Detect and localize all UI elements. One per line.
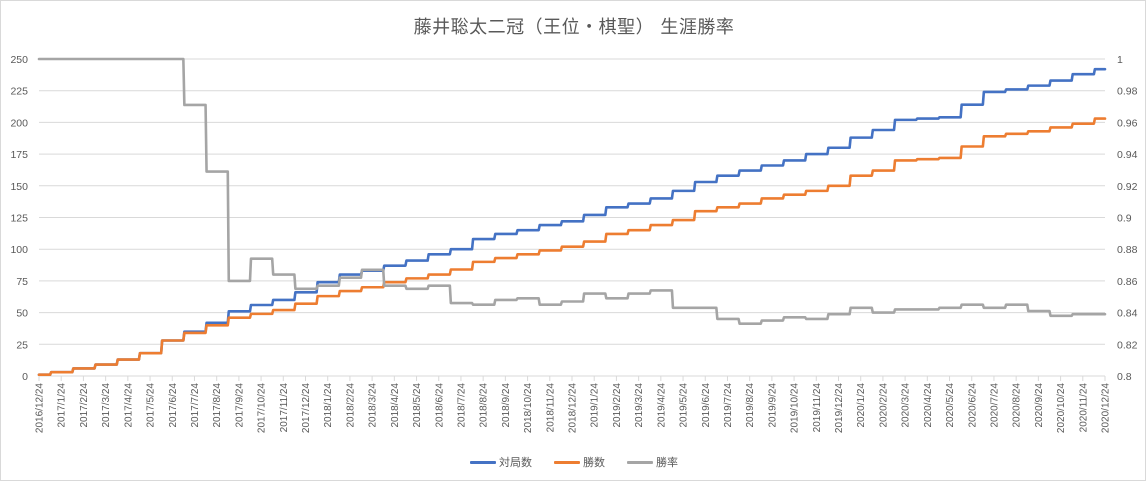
legend-swatch-games [470,460,496,464]
x-tick-label: 2019/7/24 [723,383,734,428]
left-tick-label: 175 [10,149,28,161]
right-tick-label: 0.98 [1117,86,1138,98]
left-tick-label: 200 [10,117,28,129]
x-tick-label: 2018/5/24 [412,383,423,428]
x-tick-label: 2020/3/24 [901,383,912,428]
x-tick-label: 2018/4/24 [390,383,401,428]
right-tick-label: 0.9 [1117,213,1132,225]
left-tick-label: 25 [16,339,28,351]
legend-swatch-win-rate [627,460,653,464]
legend-item-wins[interactable]: 勝数 [554,454,605,470]
x-tick-label: 2017/8/24 [212,383,223,428]
x-tick-label: 2018/11/24 [545,383,556,433]
right-axis-ticks: 0.8 0.82 0.84 0.86 0.88 0.9 0.92 0.94 0.96 0.98 1 [1117,54,1138,383]
legend: 対局数 勝数 勝率 [1,454,1146,470]
right-tick-label: 0.88 [1117,244,1138,256]
x-tick-label: 2017/2/24 [79,383,90,428]
x-tick-label: 2020/8/24 [1012,383,1023,428]
legend-item-games[interactable]: 対局数 [470,454,532,470]
x-tick-label: 2019/8/24 [745,383,756,428]
right-tick-label: 0.96 [1117,117,1138,129]
x-tick-label: 2020/2/24 [878,383,889,428]
x-tick-label: 2019/4/24 [656,383,667,428]
left-tick-label: 75 [16,276,28,288]
legend-label: 対局数 [499,456,532,469]
x-tick-label: 2020/6/24 [967,383,978,428]
right-tick-label: 0.84 [1117,308,1138,320]
x-tick-label: 2019/9/24 [767,383,778,428]
left-tick-label: 250 [10,54,28,66]
legend-label: 勝数 [583,456,605,469]
x-tick-label: 2020/5/24 [945,383,956,428]
x-tick-label: 2017/7/24 [190,383,201,428]
x-tick-label: 2018/2/24 [345,383,356,428]
x-tick-label: 2020/4/24 [923,383,934,428]
x-tick-label: 2020/1/24 [856,383,867,428]
chart-title: 藤井聡太二冠（王位・棋聖） 生涯勝率 [413,17,735,38]
x-tick-label: 2017/5/24 [146,383,157,428]
x-tick-label: 2017/1/24 [57,383,68,428]
x-tick-label: 2019/10/24 [790,383,801,433]
legend-label: 勝率 [656,456,678,469]
x-tick-label: 2017/12/24 [301,383,312,433]
x-tick-label: 2019/12/24 [834,383,845,433]
left-tick-label: 50 [16,308,28,320]
right-tick-label: 0.94 [1117,149,1138,161]
right-tick-label: 1 [1117,54,1123,66]
x-tick-label: 2019/3/24 [634,383,645,428]
x-tick-label: 2019/6/24 [701,383,712,428]
x-tick-label: 2018/3/24 [368,383,379,428]
x-tick-label: 2020/9/24 [1034,383,1045,428]
series-lines [37,57,1107,377]
x-tick-label: 2018/6/24 [434,383,445,428]
legend-item-win-rate[interactable]: 勝率 [627,454,678,470]
right-tick-label: 0.86 [1117,276,1138,288]
x-tick-label: 2018/10/24 [523,383,534,433]
x-tick-label: 2018/8/24 [479,383,490,428]
x-tick-label: 2020/7/24 [989,383,1000,428]
x-tick-label: 2018/9/24 [501,383,512,428]
x-tick-label: 2017/4/24 [123,383,134,428]
x-tick-label: 2020/10/24 [1056,383,1067,433]
right-tick-label: 0.82 [1117,339,1138,351]
series-line-対局数 [37,67,1107,377]
left-tick-label: 100 [10,244,28,256]
left-tick-label: 150 [10,181,28,193]
x-tick-label: 2018/7/24 [456,383,467,428]
x-tick-label: 2018/1/24 [323,383,334,428]
x-tick-label: 2017/3/24 [101,383,112,428]
x-tick-label: 2017/11/24 [279,383,290,433]
x-tick-label: 2017/6/24 [168,383,179,428]
right-tick-label: 0.8 [1117,371,1132,383]
x-tick-label: 2019/2/24 [612,383,623,428]
x-tick-label: 2018/12/24 [568,383,579,433]
left-tick-label: 225 [10,86,28,98]
left-axis-ticks: 0 25 50 75 100 125 150 175 200 225 250 [10,54,28,383]
left-tick-label: 0 [22,371,28,383]
right-tick-label: 0.92 [1117,181,1138,193]
x-tick-label: 2019/5/24 [679,383,690,428]
series-line-勝数 [37,117,1107,377]
x-tick-label: 2017/9/24 [234,383,245,428]
x-tick-label: 2019/11/24 [812,383,823,433]
left-tick-label: 125 [10,213,28,225]
x-tick-label: 2016/12/24 [35,383,46,433]
x-tick-label: 2017/10/24 [257,383,268,433]
gridlines [39,58,1105,377]
series-line-勝率 [37,57,1107,325]
x-tick-label: 2020/11/24 [1078,383,1089,433]
legend-swatch-wins [554,460,580,464]
x-tick-label: 2019/1/24 [590,383,601,428]
x-tick-label: 2020/12/24 [1101,383,1112,433]
x-axis: 2016/12/24 2017/1/24 2017/2/24 2017/3/24 201… [35,375,1112,433]
